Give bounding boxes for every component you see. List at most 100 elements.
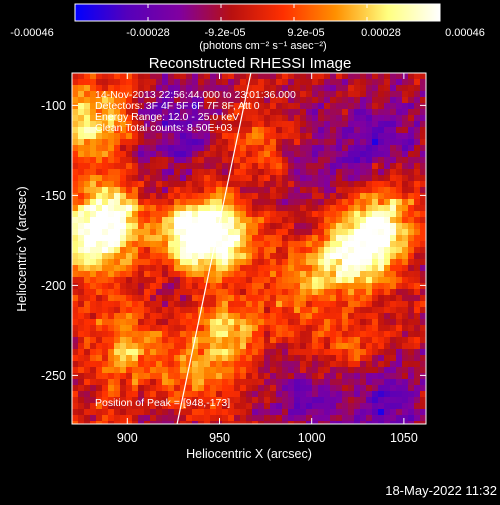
- heatmap-cell: [252, 199, 259, 206]
- heatmap-cell: [336, 91, 343, 98]
- heatmap-cell: [186, 115, 193, 122]
- heatmap-cell: [306, 139, 313, 146]
- heatmap-cell: [168, 181, 175, 188]
- heatmap-cell: [96, 115, 103, 122]
- heatmap-cell: [216, 79, 223, 86]
- heatmap-cell: [348, 175, 355, 182]
- heatmap-cell: [108, 379, 115, 386]
- heatmap-cell: [198, 331, 205, 338]
- heatmap-cell: [246, 253, 253, 260]
- heatmap-cell: [210, 409, 217, 416]
- heatmap-cell: [114, 223, 121, 230]
- heatmap-cell: [180, 283, 187, 290]
- heatmap-cell: [324, 367, 331, 374]
- heatmap-cell: [390, 205, 397, 212]
- heatmap-cell: [78, 79, 85, 86]
- heatmap-cell: [198, 193, 205, 200]
- heatmap-cell: [108, 205, 115, 212]
- heatmap-cell: [402, 205, 409, 212]
- heatmap-cell: [72, 121, 79, 128]
- heatmap-cell: [258, 193, 265, 200]
- heatmap-cell: [354, 229, 361, 236]
- heatmap-cell: [192, 79, 199, 86]
- heatmap-cell: [342, 391, 349, 398]
- heatmap-cell: [150, 199, 157, 206]
- heatmap-cell: [228, 109, 235, 116]
- heatmap-cell: [384, 103, 391, 110]
- heatmap-cell: [114, 295, 121, 302]
- heatmap-cell: [192, 109, 199, 116]
- heatmap-cell: [102, 145, 109, 152]
- heatmap-cell: [144, 115, 151, 122]
- heatmap-cell: [198, 397, 205, 404]
- heatmap-cell: [366, 139, 373, 146]
- heatmap-cell: [222, 379, 229, 386]
- heatmap-cell: [210, 175, 217, 182]
- heatmap-cell: [120, 397, 127, 404]
- heatmap-cell: [78, 307, 85, 314]
- heatmap-cell: [288, 409, 295, 416]
- heatmap-cell: [102, 199, 109, 206]
- heatmap-cell: [402, 85, 409, 92]
- heatmap-cell: [252, 103, 259, 110]
- heatmap-cell: [150, 361, 157, 368]
- heatmap-cell: [294, 217, 301, 224]
- y-tick-label: -100: [41, 99, 66, 113]
- heatmap-cell: [126, 289, 133, 296]
- heatmap-cell: [258, 259, 265, 266]
- heatmap-cell: [342, 325, 349, 332]
- heatmap-cell: [90, 217, 97, 224]
- heatmap-cell: [276, 241, 283, 248]
- heatmap-cell: [234, 379, 241, 386]
- heatmap-cell: [378, 367, 385, 374]
- heatmap-cell: [372, 421, 379, 424]
- heatmap-cell: [396, 217, 403, 224]
- heatmap-cell: [408, 79, 415, 86]
- heatmap-cell: [234, 337, 241, 344]
- heatmap-cell: [246, 337, 253, 344]
- heatmap-cell: [366, 355, 373, 362]
- heatmap-cell: [300, 319, 307, 326]
- heatmap-cell: [408, 229, 415, 236]
- heatmap-cell: [180, 187, 187, 194]
- heatmap-cell: [144, 91, 151, 98]
- heatmap-cell: [72, 409, 79, 416]
- heatmap-cell: [192, 397, 199, 404]
- heatmap-cell: [138, 205, 145, 212]
- heatmap-cell: [282, 229, 289, 236]
- heatmap-cell: [282, 277, 289, 284]
- heatmap-cell: [126, 301, 133, 308]
- heatmap-cell: [336, 115, 343, 122]
- heatmap-cell: [324, 79, 331, 86]
- heatmap-cell: [144, 127, 151, 134]
- heatmap-cell: [372, 73, 379, 80]
- heatmap-cell: [198, 337, 205, 344]
- heatmap-cell: [252, 223, 259, 230]
- heatmap-cell: [348, 313, 355, 320]
- heatmap-cell: [324, 361, 331, 368]
- heatmap-cell: [72, 343, 79, 350]
- heatmap-cell: [126, 379, 133, 386]
- heatmap-cell: [282, 151, 289, 158]
- heatmap-cell: [138, 169, 145, 176]
- heatmap-cell: [414, 115, 421, 122]
- heatmap-cell: [222, 127, 229, 134]
- heatmap-cell: [372, 415, 379, 422]
- heatmap-cell: [168, 139, 175, 146]
- heatmap-cell: [168, 331, 175, 338]
- heatmap-cell: [282, 283, 289, 290]
- heatmap-cell: [174, 319, 181, 326]
- heatmap-cell: [330, 421, 337, 424]
- heatmap-cell: [414, 307, 421, 314]
- heatmap-cell: [270, 349, 277, 356]
- heatmap-cell: [180, 217, 187, 224]
- heatmap-cell: [90, 271, 97, 278]
- heatmap-cell: [270, 295, 277, 302]
- heatmap-cell: [330, 163, 337, 170]
- heatmap-cell: [144, 181, 151, 188]
- heatmap-cell: [114, 379, 121, 386]
- heatmap-cell: [204, 241, 211, 248]
- heatmap-cell: [246, 193, 253, 200]
- heatmap-cell: [288, 349, 295, 356]
- heatmap-cell: [306, 85, 313, 92]
